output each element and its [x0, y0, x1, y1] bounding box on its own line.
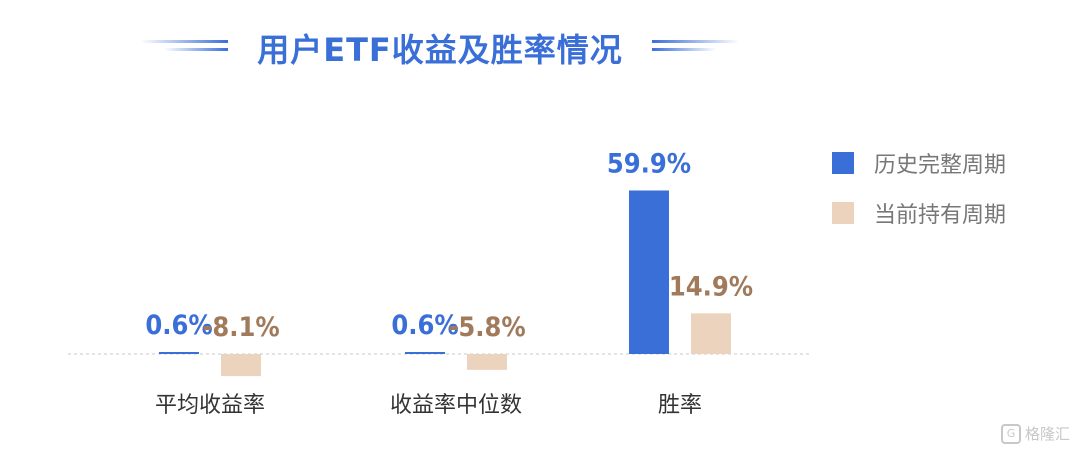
- legend-item-history: 历史完整周期: [832, 150, 1007, 178]
- watermark: G 格隆汇: [1000, 423, 1070, 444]
- bar-history-1: [405, 352, 445, 354]
- bar-current-2: [691, 313, 731, 354]
- title-decoration-right: [652, 40, 740, 51]
- chart-title: 用户ETF收益及胜率情况: [257, 31, 623, 69]
- bar-current-1: [467, 354, 507, 370]
- bar-history-2: [629, 190, 669, 354]
- legend-swatch-history: [832, 152, 854, 174]
- data-label-history-1: 0.6%: [391, 310, 458, 341]
- data-label-history-0: 0.6%: [145, 310, 212, 341]
- legend: 历史完整周期 当前持有周期: [832, 150, 1006, 250]
- watermark-logo-icon: G: [1000, 423, 1021, 444]
- category-label-1: 收益率中位数: [390, 393, 522, 418]
- data-label-history-2: 59.9%: [607, 148, 691, 179]
- category-label-2: 胜率: [658, 393, 702, 418]
- data-label-current-2: 14.9%: [669, 271, 753, 302]
- bar-current-0: [221, 354, 261, 377]
- legend-label-history: 历史完整周期: [874, 153, 1007, 178]
- bar-history-0: [159, 352, 199, 354]
- category-label-0: 平均收益率: [155, 393, 265, 418]
- legend-item-current: 当前持有周期: [832, 200, 1007, 228]
- data-label-current-0: -8.1%: [202, 312, 279, 343]
- legend-swatch-current: [832, 202, 854, 224]
- data-label-current-1: -5.8%: [448, 312, 525, 343]
- legend-label-current: 当前持有周期: [874, 203, 1007, 228]
- title-decoration-left: [140, 40, 228, 51]
- watermark-text: 格隆汇: [1024, 425, 1070, 443]
